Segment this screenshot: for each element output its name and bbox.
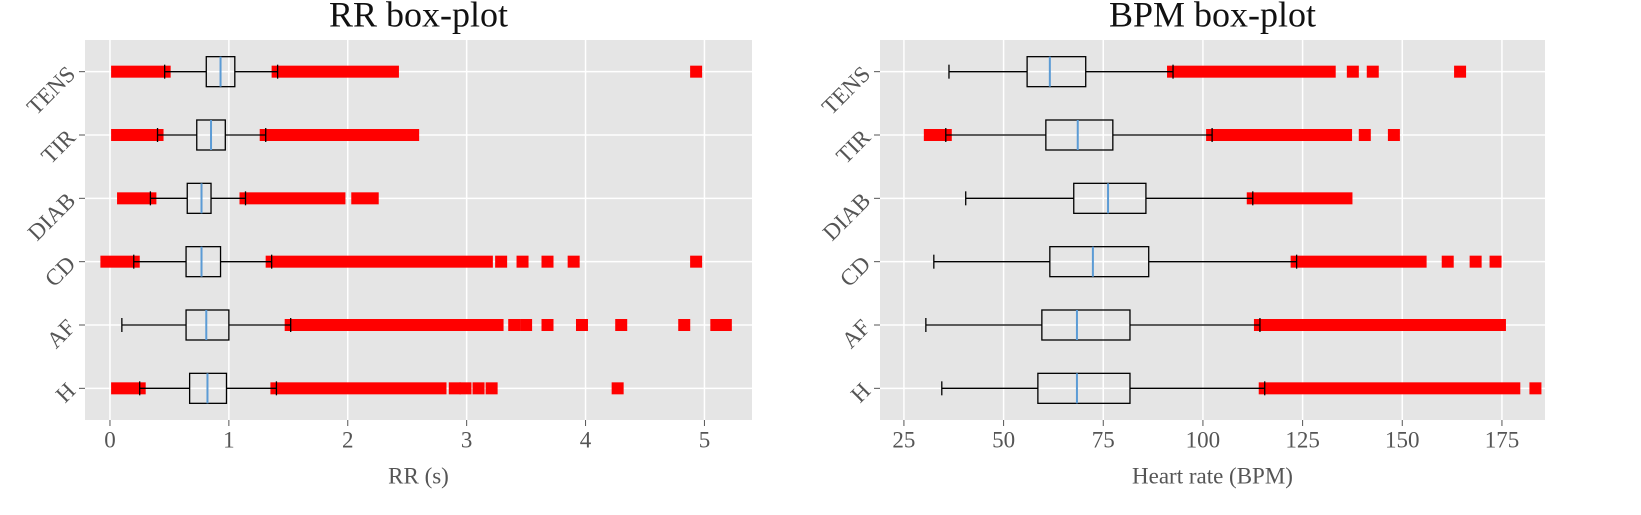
outlier (495, 255, 508, 268)
outlier-band (1246, 192, 1353, 205)
box (1045, 119, 1114, 151)
y-tick-label: H (51, 378, 80, 407)
x-tick-label: 3 (461, 427, 473, 452)
x-tick-label: 1 (223, 427, 235, 452)
y-tick-label: TIR (831, 124, 875, 168)
outlier-band (1253, 319, 1506, 331)
x-tick-label: 150 (1385, 427, 1420, 452)
outlier (459, 382, 472, 395)
outlier (1529, 382, 1542, 395)
outlier (1441, 255, 1454, 268)
outlier-band (271, 65, 399, 78)
outlier (472, 382, 485, 395)
outlier (1366, 65, 1379, 78)
x-axis-label: Heart rate (BPM) (1132, 463, 1293, 488)
box (185, 309, 230, 341)
y-tick-label: CD (835, 251, 875, 291)
outlier (541, 319, 554, 331)
box-plot-panel: RR box-plot RR (s) 0 1 2 3 4 5 H AF CD DIAB TIR TENS (22, 0, 752, 488)
y-tick-label: TENS (817, 61, 875, 119)
outlier-band (117, 192, 157, 205)
chart-title: RR box-plot (329, 0, 508, 34)
x-tick-label: 50 (992, 427, 1015, 452)
outlier (611, 382, 624, 395)
outlier (485, 382, 498, 395)
x-tick-label: 75 (1092, 427, 1115, 452)
outlier-band (100, 255, 140, 268)
y-tick-label: TIR (36, 124, 80, 168)
outlier (575, 319, 588, 331)
outlier (1346, 65, 1359, 78)
x-tick-label: 175 (1485, 427, 1520, 452)
box (1073, 182, 1147, 214)
outlier-band (923, 129, 952, 141)
chart-title: BPM box-plot (1109, 0, 1316, 34)
box (1037, 372, 1131, 404)
box (185, 246, 222, 278)
y-tick-label: CD (40, 251, 80, 291)
x-axis-label: RR (s) (388, 463, 449, 488)
x-tick-label: 125 (1285, 427, 1320, 452)
y-tick-label: H (846, 378, 875, 407)
outlier (1469, 255, 1482, 268)
outlier-band (111, 382, 146, 395)
outlier (508, 319, 521, 331)
outlier (1489, 255, 1502, 268)
plot-area (85, 40, 752, 420)
outlier (690, 65, 703, 78)
y-tick-label: DIAB (818, 188, 875, 245)
outlier (448, 382, 461, 395)
outlier-band (111, 129, 164, 141)
x-tick-label: 4 (580, 427, 592, 452)
y-tick-label: AF (42, 315, 80, 353)
outlier (520, 319, 533, 331)
outlier-band (1206, 129, 1353, 141)
outlier (1454, 65, 1467, 78)
outlier (1358, 129, 1371, 141)
outlier-band (111, 65, 171, 78)
outlier-band (265, 255, 493, 268)
outlier-band (1167, 65, 1336, 78)
outlier (1387, 129, 1400, 141)
outlier-band (270, 382, 447, 395)
outlier (567, 255, 580, 268)
outlier-band (239, 192, 346, 205)
outlier (615, 319, 628, 331)
box (186, 182, 212, 214)
outlier-band (1290, 255, 1427, 268)
box (1041, 309, 1131, 341)
outlier (678, 319, 691, 331)
outlier (690, 255, 703, 268)
outlier-band (284, 319, 504, 331)
box (1049, 246, 1150, 278)
outlier (710, 319, 723, 331)
outlier-band (351, 192, 379, 205)
y-tick-label: AF (837, 315, 875, 353)
x-tick-label: 100 (1186, 427, 1221, 452)
outlier-band (259, 129, 420, 141)
y-tick-label: TENS (22, 61, 80, 119)
plot-area (880, 40, 1545, 420)
box-plot-panel: BPM box-plot Heart rate (BPM) 25 50 75 100 125… (817, 0, 1545, 488)
outlier (719, 319, 732, 331)
y-tick-label: DIAB (23, 188, 80, 245)
outlier (516, 255, 529, 268)
x-tick-label: 2 (342, 427, 354, 452)
box (1026, 56, 1087, 88)
outlier (541, 255, 554, 268)
x-tick-label: 5 (699, 427, 711, 452)
outlier-band (1258, 382, 1521, 395)
x-tick-label: 0 (104, 427, 116, 452)
x-tick-label: 25 (892, 427, 915, 452)
